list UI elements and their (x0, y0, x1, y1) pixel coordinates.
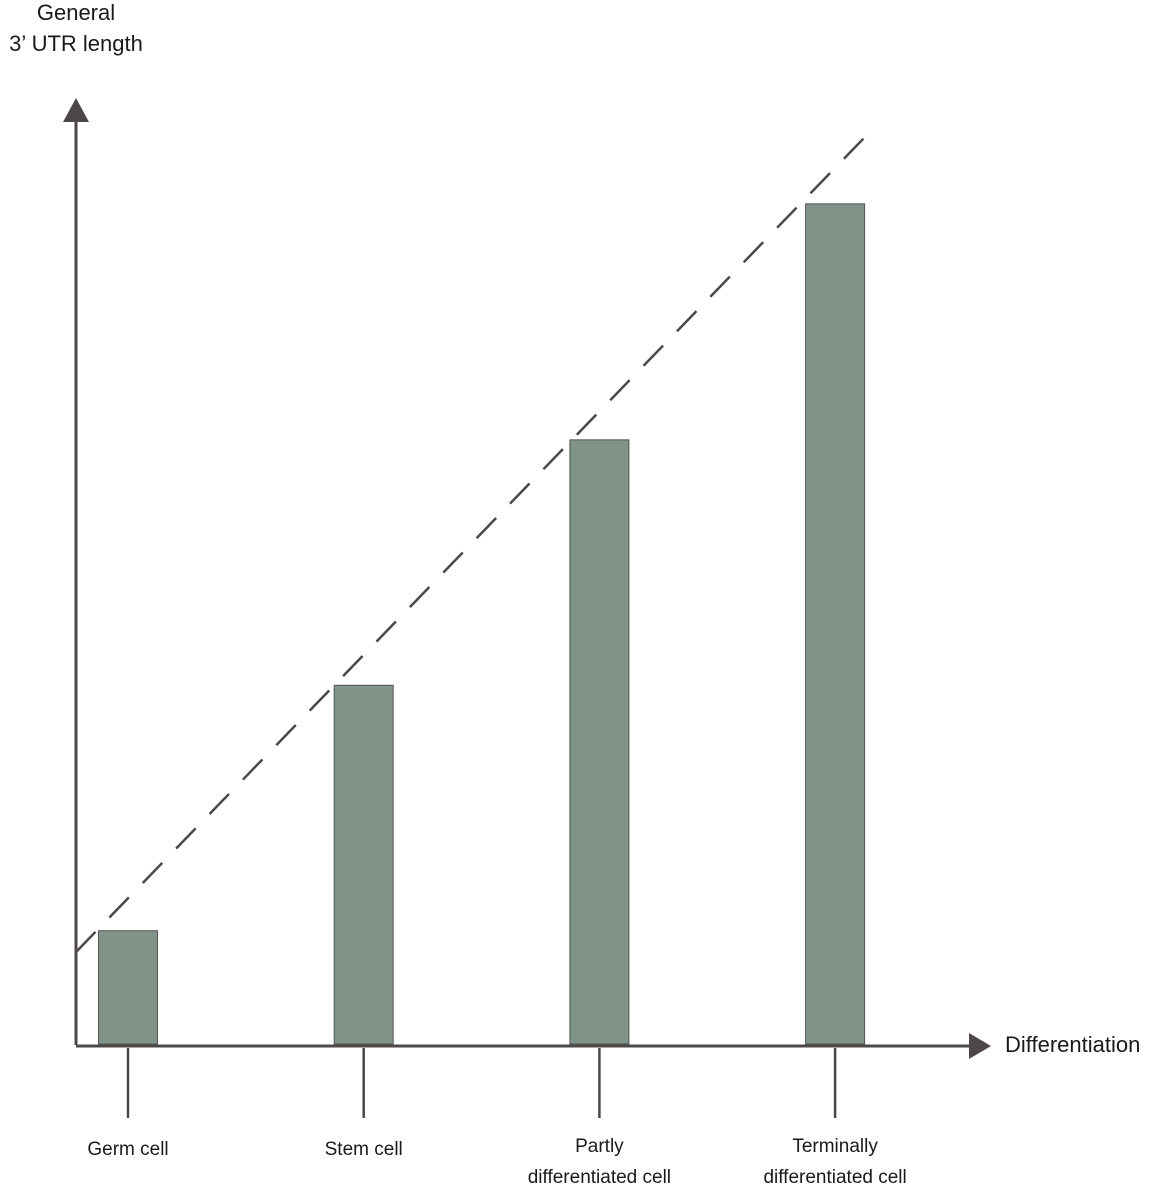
x-tick-label: Stem cell (325, 1139, 403, 1160)
x-tick-label: Terminally differentiated cell (763, 1136, 906, 1188)
x-tick-label: Partly differentiated cell (528, 1136, 671, 1188)
y-axis-label: General 3’ UTR length (9, 0, 143, 56)
bar (333, 684, 394, 1045)
x-axis-arrow (969, 1033, 991, 1059)
bar (569, 439, 630, 1045)
x-tick-label: Germ cell (87, 1139, 168, 1160)
bar (805, 203, 866, 1045)
bar (98, 930, 158, 1045)
x-axis-label: Differentiation (1005, 1032, 1140, 1057)
y-axis-arrow (63, 98, 89, 122)
trend-line (75, 136, 866, 953)
